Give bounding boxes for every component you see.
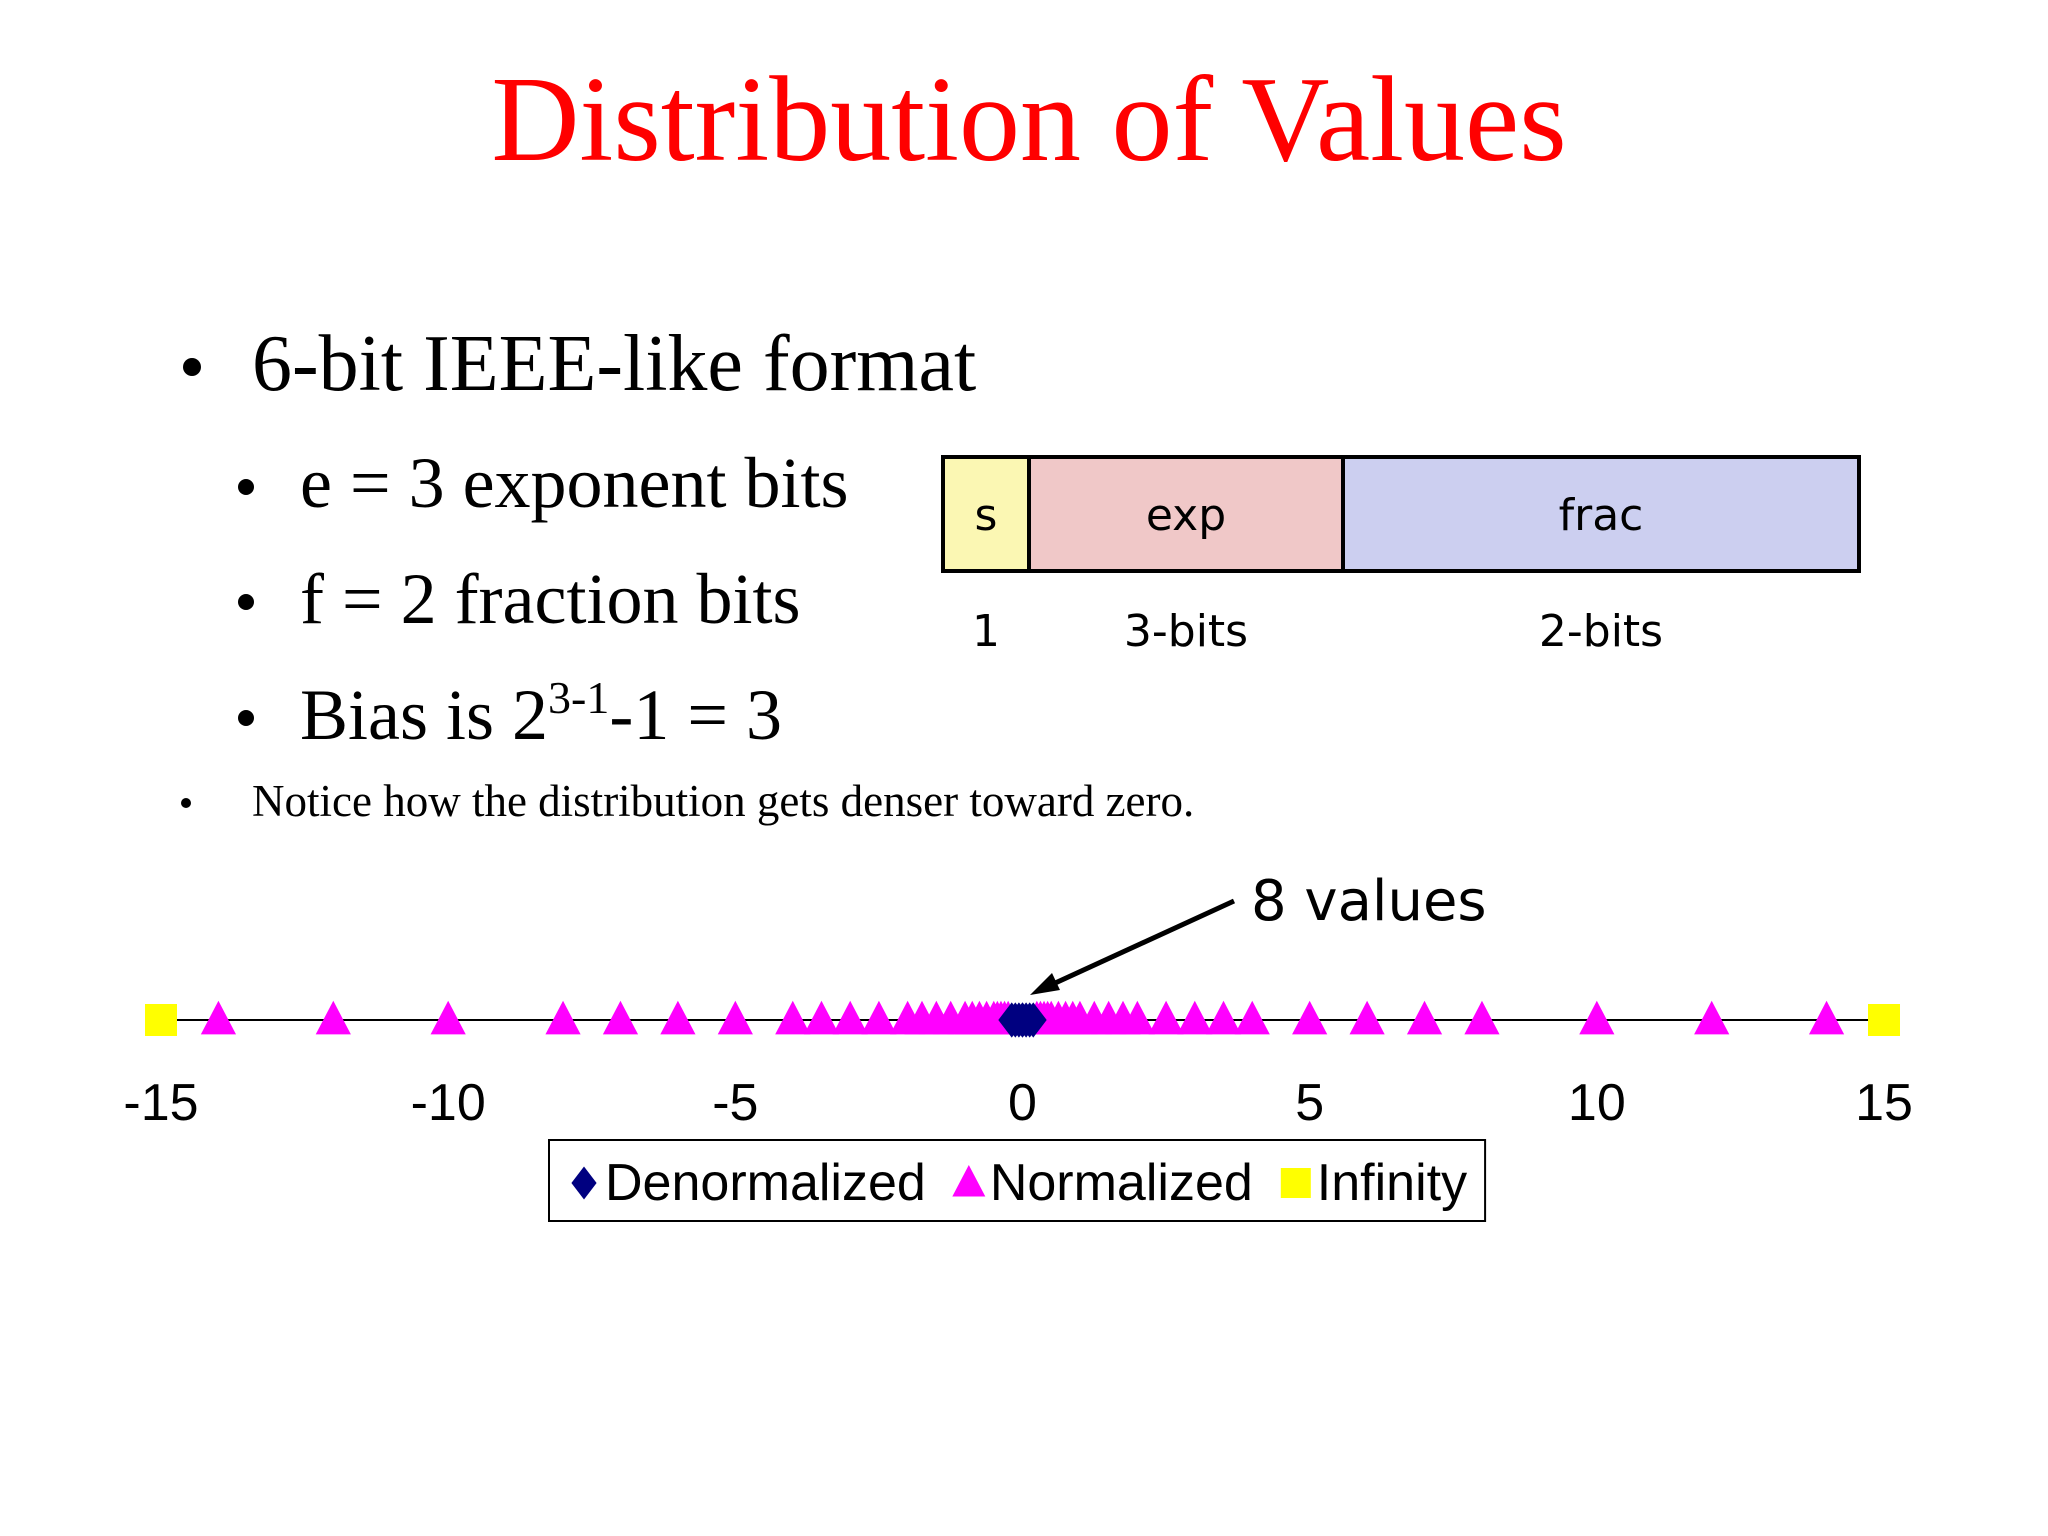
point [775,1000,811,1035]
point [803,1000,840,1035]
field-label: exp [1146,490,1226,541]
slide-title: Distribution of Values [491,52,1566,187]
x-tick-label: 10 [1568,1074,1626,1132]
point [1464,1000,1500,1035]
field-width: 3-bits [1124,606,1248,657]
field-width: 1 [972,606,1000,657]
field-frac [1341,455,1861,573]
bullet-sub: e = 3 exponent bits [300,443,849,523]
point [861,1000,897,1035]
point [1148,1000,1184,1035]
point [545,1000,581,1035]
legend-box [548,1139,1487,1222]
legend-marker [571,1166,597,1200]
bullet-dot [183,358,201,376]
x-tick-label: -5 [712,1074,758,1132]
point [1406,1000,1443,1035]
point [1119,1000,1155,1035]
bullet-dot [181,798,191,808]
point [1205,1000,1242,1035]
point [602,1000,639,1035]
field-label: frac [1559,490,1644,541]
x-tick-label: 0 [1008,1074,1037,1132]
point [145,1004,177,1036]
chart: 8 values -15 -10 -5 0 5 10 15 Denormalized Norma… [123,869,1913,1222]
point [717,1000,753,1035]
point [1808,1000,1845,1035]
annotation: 8 values [1251,869,1487,934]
point [832,1000,868,1035]
point [1868,1004,1900,1036]
legend-marker [952,1165,986,1197]
bullet-dot [238,594,254,610]
point [315,1000,351,1035]
x-tick-label: 5 [1295,1074,1324,1132]
bullet-dot [238,710,254,726]
x-tick-label: -10 [411,1074,486,1132]
field-label: s [975,490,998,541]
annotation-arrow [1038,898,1236,993]
bias-exponent: 3-1 [548,672,609,723]
bias-text: Bias is 2 [300,675,548,755]
field-exp [1027,455,1345,573]
point [1177,1000,1213,1035]
field-s [941,455,1031,573]
legend: Denormalized Normalized Infinity [548,1139,1487,1222]
point [1019,1002,1047,1038]
legend-label: Infinity [1317,1154,1467,1212]
bullet-main: 6-bit IEEE-like format [252,320,976,408]
point [1694,1000,1730,1035]
x-tick-label: 15 [1855,1074,1913,1132]
point [1579,1000,1615,1035]
legend-label: Normalized [990,1154,1253,1212]
annotation-arrowhead [1030,973,1060,995]
field-width: 2-bits [1539,606,1663,657]
legend-label: Denormalized [605,1154,926,1212]
bias-text: -1 = 3 [609,675,782,755]
point [200,1000,237,1035]
bullet-note: Notice how the distribution gets denser … [252,776,1194,826]
legend-marker [1280,1168,1311,1198]
point [1234,1000,1270,1035]
x-tick-label: -15 [123,1074,198,1132]
bullet-bias: Bias is 23-1-1 = 3 [300,672,782,755]
point [1349,1000,1385,1035]
bullet-sub: f = 2 fraction bits [300,559,800,639]
bullet-dot [238,479,254,495]
format-diagram: s exp frac 1 3-bits 2-bits [941,455,1861,657]
point [660,1000,696,1035]
point [430,1000,466,1035]
point [1292,1000,1328,1035]
